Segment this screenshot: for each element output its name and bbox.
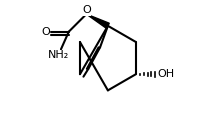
Text: O: O	[41, 27, 50, 37]
Polygon shape	[86, 14, 109, 28]
Text: OH: OH	[157, 69, 174, 79]
Text: NH₂: NH₂	[48, 50, 70, 60]
Text: O: O	[82, 5, 91, 15]
